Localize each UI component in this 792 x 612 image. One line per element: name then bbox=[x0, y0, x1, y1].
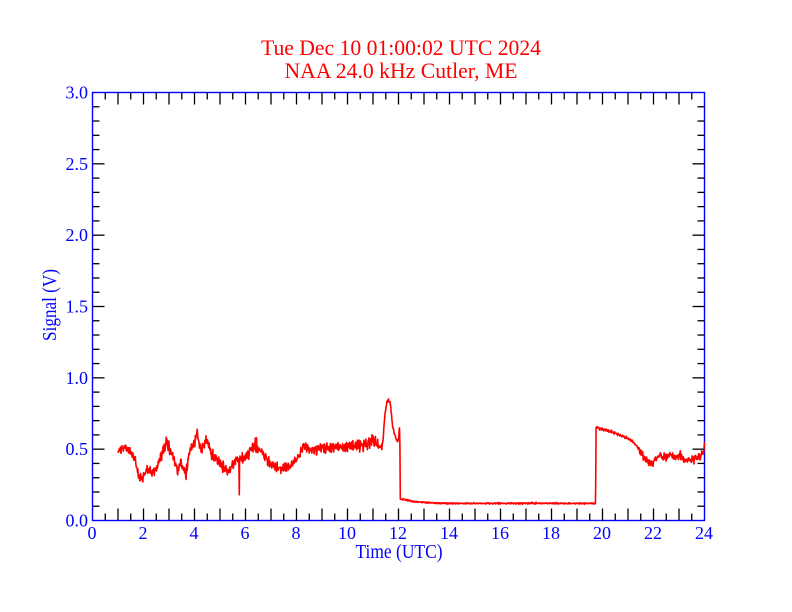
svg-text:6: 6 bbox=[241, 523, 250, 543]
svg-text:Signal (V): Signal (V) bbox=[39, 269, 61, 341]
svg-text:12: 12 bbox=[389, 523, 407, 543]
svg-text:1.0: 1.0 bbox=[66, 368, 89, 388]
svg-text:3.0: 3.0 bbox=[66, 83, 89, 103]
svg-text:14: 14 bbox=[440, 523, 458, 543]
svg-text:1.5: 1.5 bbox=[66, 297, 89, 317]
svg-text:Time (UTC): Time (UTC) bbox=[356, 541, 443, 563]
svg-text:0: 0 bbox=[88, 523, 97, 543]
svg-text:2: 2 bbox=[139, 523, 148, 543]
svg-text:2.0: 2.0 bbox=[66, 225, 89, 245]
svg-text:2.5: 2.5 bbox=[66, 154, 89, 174]
svg-text:NAA 24.0 kHz Cutler, ME: NAA 24.0 kHz Cutler, ME bbox=[285, 58, 518, 83]
svg-text:10: 10 bbox=[338, 523, 356, 543]
svg-text:16: 16 bbox=[491, 523, 509, 543]
svg-text:20: 20 bbox=[593, 523, 611, 543]
svg-text:0.0: 0.0 bbox=[66, 511, 89, 531]
svg-text:8: 8 bbox=[292, 523, 301, 543]
svg-text:4: 4 bbox=[190, 523, 199, 543]
svg-text:24: 24 bbox=[695, 523, 713, 543]
svg-text:Tue Dec 10 01:00:02 UTC 2024: Tue Dec 10 01:00:02 UTC 2024 bbox=[261, 35, 541, 60]
svg-text:0.5: 0.5 bbox=[66, 439, 89, 459]
svg-text:22: 22 bbox=[644, 523, 662, 543]
svg-text:18: 18 bbox=[542, 523, 560, 543]
